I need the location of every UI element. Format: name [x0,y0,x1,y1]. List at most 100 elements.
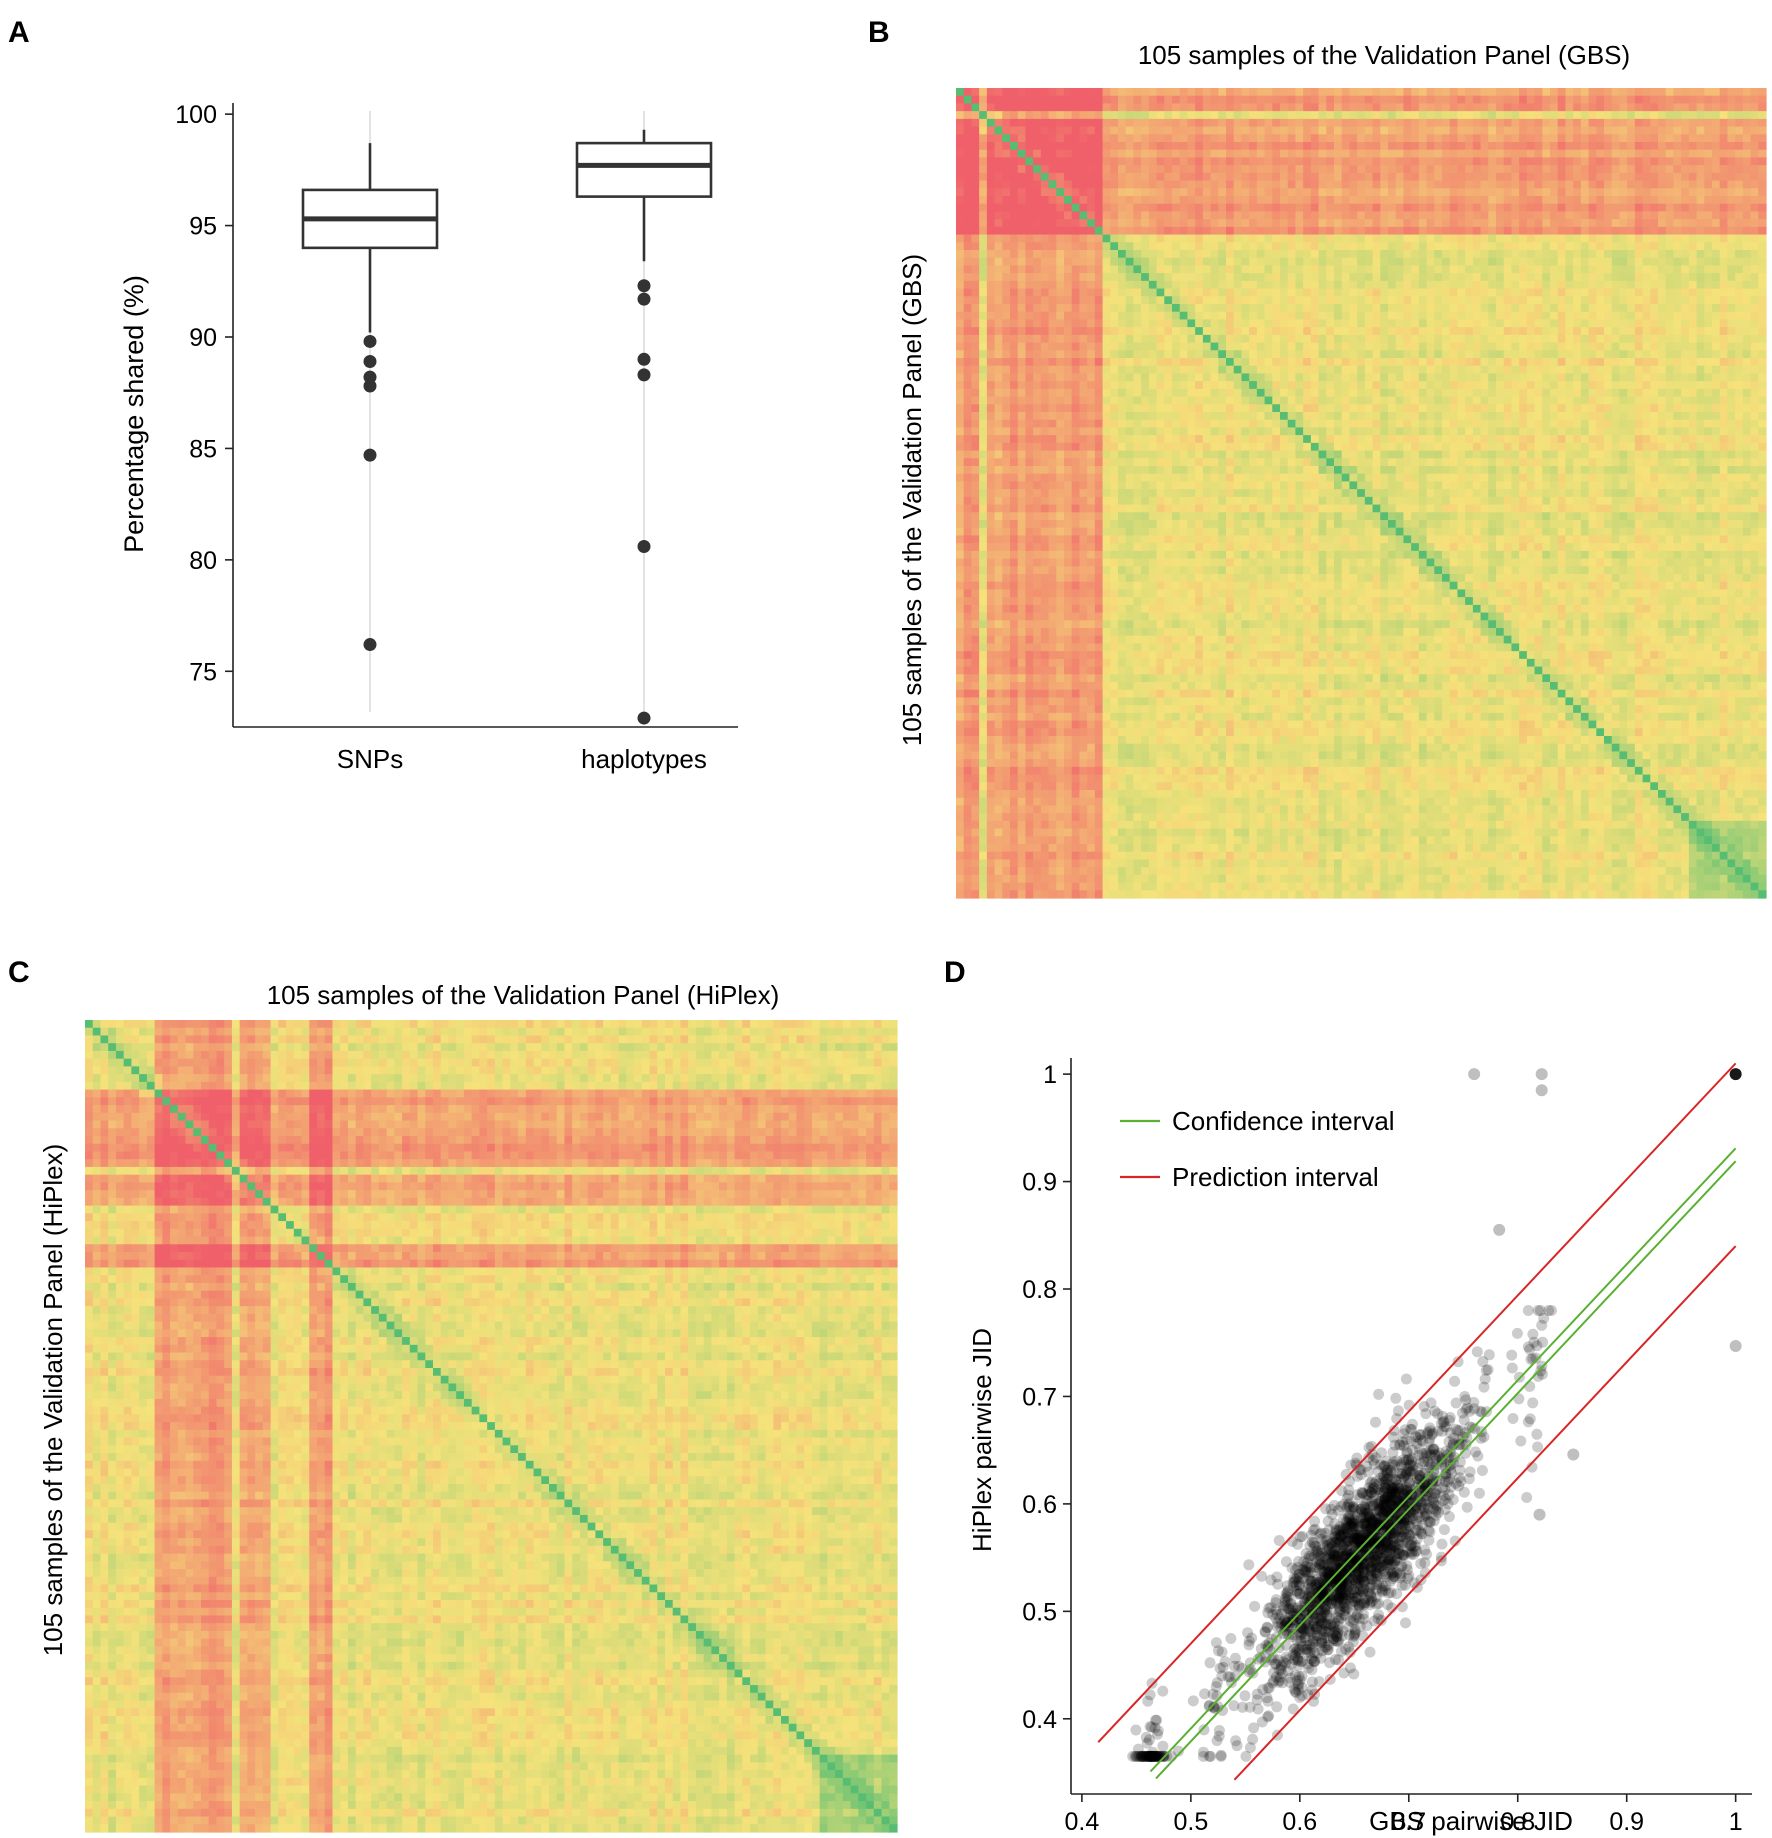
heatmap-cell [1110,119,1118,127]
heatmap-cell [1211,111,1219,119]
heatmap-cell [1025,134,1033,142]
heatmap-cell [1535,142,1543,150]
heatmap-cell [1535,127,1543,135]
heatmap-cell [1064,127,1072,135]
heatmap-cell [1596,211,1604,219]
heatmap-cell [1511,150,1519,158]
heatmap-cell [1280,88,1288,96]
heatmap-cell [1180,127,1188,135]
heatmap-cell [1450,150,1458,158]
heatmap-cell [1504,111,1512,119]
heatmap-cell [1249,96,1257,104]
heatmap-cell [1442,204,1450,212]
heatmap-cell [1419,204,1427,212]
heatmap-cell [956,204,964,212]
heatmap-cell [1049,150,1057,158]
heatmap-cell [1581,111,1589,119]
heatmap-cell [1357,111,1365,119]
heatmap-cell [1751,127,1759,135]
heatmap-cell [1110,150,1118,158]
heatmap-cell [1342,150,1350,158]
heatmap-cell [1079,103,1087,111]
heatmap-cell [1635,211,1643,219]
heatmap-cell [1056,157,1064,165]
y-tick-label: 80 [189,547,217,575]
heatmap-cell [1326,119,1334,127]
heatmap-cell [1681,127,1689,135]
heatmap-cell [1673,111,1681,119]
heatmap-cell [1658,134,1666,142]
heatmap-cell [1164,204,1172,212]
heatmap-cell [1666,188,1674,196]
outlier-point [638,540,651,553]
heatmap-cell [1550,127,1558,135]
heatmap-cell [1272,88,1280,96]
heatmap-cell [1164,103,1172,111]
heatmap-cell [1519,150,1527,158]
heatmap-cell [1334,219,1342,227]
heatmap-cell [1689,142,1697,150]
heatmap-cell [1303,173,1311,181]
heatmap-cell [1697,173,1705,181]
heatmap-cell [1396,150,1404,158]
heatmap-cell [1635,157,1643,165]
heatmap-cell [1164,165,1172,173]
heatmap-cell [1673,134,1681,142]
heatmap-cell [1650,150,1658,158]
heatmap-cell [1280,96,1288,104]
heatmap-cell [1249,157,1257,165]
heatmap-cell [1450,173,1458,181]
heatmap-cell [995,165,1003,173]
heatmap-cell [1457,181,1465,189]
heatmap-cell [1681,188,1689,196]
heatmap-cell [1619,127,1627,135]
heatmap-cell [1511,165,1519,173]
heatmap-cell [1373,196,1381,204]
heatmap-cell [1319,103,1327,111]
heatmap-cell [1025,219,1033,227]
heatmap-cell [1203,103,1211,111]
heatmap-cell [1249,181,1257,189]
heatmap-cell [1627,103,1635,111]
heatmap-cell [1087,96,1095,104]
heatmap-cell [1025,196,1033,204]
heatmap-cell [1519,111,1527,119]
heatmap-cell [1342,188,1350,196]
heatmap-cell [1288,96,1296,104]
heatmap-cell [1720,142,1728,150]
heatmap-cell [1349,188,1357,196]
heatmap-cell [1226,96,1234,104]
heatmap-cell [1110,196,1118,204]
heatmap-cell [1419,181,1427,189]
heatmap-cell [1550,134,1558,142]
heatmap-cell [1041,142,1049,150]
heatmap-cell [1457,157,1465,165]
heatmap-cell [1373,204,1381,212]
heatmap-cell [1010,96,1018,104]
heatmap-cell [1072,150,1080,158]
heatmap-cell [1265,103,1273,111]
heatmap-cell [1565,134,1573,142]
heatmap-cell [987,188,995,196]
heatmap-cell [1319,150,1327,158]
heatmap-cell [1380,96,1388,104]
heatmap-cell [1211,219,1219,227]
heatmap-cell [1481,204,1489,212]
heatmap-cell [1697,96,1705,104]
heatmap-cell [1565,157,1573,165]
heatmap-cell [1357,211,1365,219]
heatmap-cell [1187,181,1195,189]
heatmap-cell [1334,103,1342,111]
heatmap-cell [1288,211,1296,219]
heatmap-cell [1380,211,1388,219]
heatmap-cell [1673,142,1681,150]
heatmap-cell [1581,204,1589,212]
heatmap-cell [1288,134,1296,142]
heatmap-cell [1419,188,1427,196]
heatmap-cell [1095,88,1103,96]
heatmap-cell [1295,134,1303,142]
heatmap-cell [1018,211,1026,219]
heatmap-cell [1234,119,1242,127]
heatmap-cell [1643,88,1651,96]
heatmap-cell [1072,142,1080,150]
